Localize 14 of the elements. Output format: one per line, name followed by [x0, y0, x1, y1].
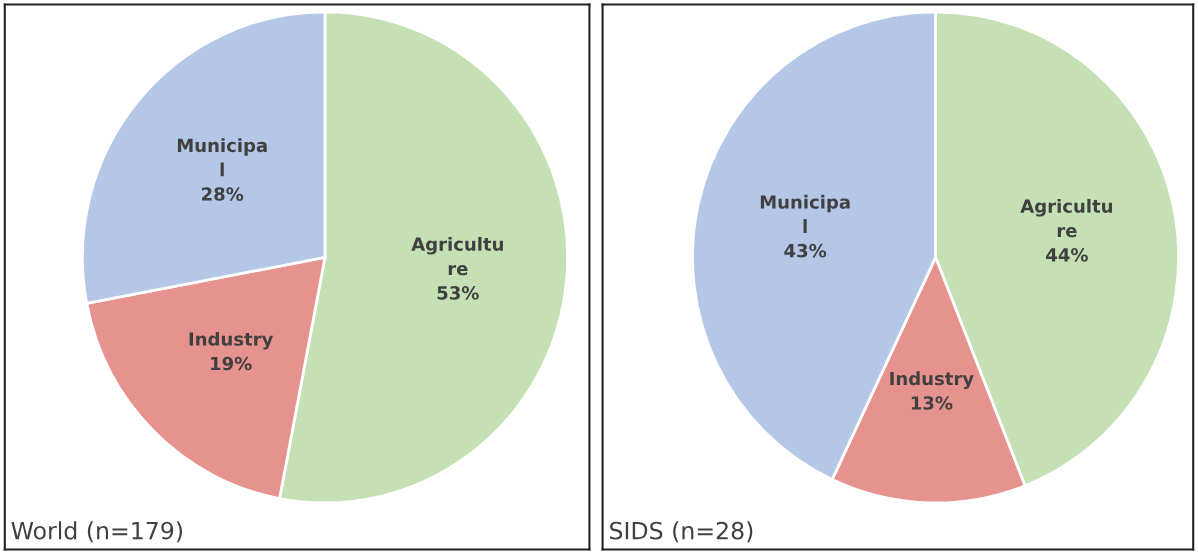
data-label: 43% — [784, 243, 827, 258]
slice-label: Industry — [890, 371, 974, 389]
data-label: 19% — [211, 356, 252, 371]
data-label: 28% — [202, 187, 244, 201]
slice-label: Municipa l — [760, 194, 850, 233]
data-label: 53% — [437, 286, 479, 300]
data-label: 13% — [911, 396, 953, 410]
slice-label: Agricultu re — [1020, 198, 1112, 238]
text: SIDS (n=28) — [610, 521, 753, 543]
slice-label: Agricultu re — [411, 236, 503, 276]
data-label: 44% — [1046, 248, 1088, 262]
text: World (n=179) — [11, 521, 183, 543]
slice-label: Municipa l — [177, 138, 267, 177]
slice-label: Industry — [189, 331, 274, 350]
